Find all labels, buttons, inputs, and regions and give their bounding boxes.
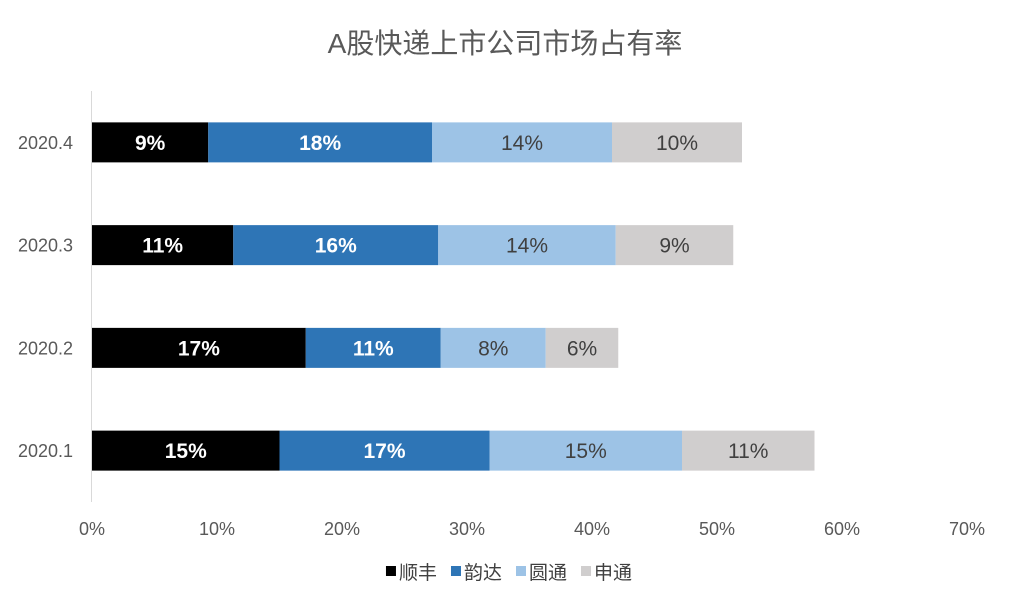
x-tick-label: 70% xyxy=(949,519,985,539)
x-tick-label: 40% xyxy=(574,519,610,539)
legend-swatch xyxy=(581,566,592,576)
bar-segment-series1-2020-1 xyxy=(92,430,280,471)
y-axis-category-labels: 2020.4 2020.3 2020.2 2020.1 xyxy=(18,133,73,461)
x-tick-label: 60% xyxy=(824,519,860,539)
legend-label: 韵达 xyxy=(464,562,502,584)
bar-segment-series4-2020-3 xyxy=(615,225,734,266)
category-label-2020-4: 2020.4 xyxy=(18,133,73,153)
data-label-series2-2020-4: 18% xyxy=(299,132,341,155)
data-label-series1-2020-3: 11% xyxy=(142,235,183,258)
x-tick-label: 10% xyxy=(199,519,235,539)
bar-segment-series3-2020-1 xyxy=(489,430,682,471)
data-label-series2-2020-3: 16% xyxy=(315,235,357,258)
legend-item-series2: 韵达 xyxy=(450,562,502,584)
chart-title: A股快递上市公司市场占有率 xyxy=(328,28,683,59)
bar-segment-series4-2020-2 xyxy=(545,327,619,368)
data-label-series2-2020-1: 17% xyxy=(363,440,405,463)
data-label-series3-2020-3: 14% xyxy=(506,235,548,258)
x-tick-label: 50% xyxy=(699,519,735,539)
legend-swatch xyxy=(450,566,461,576)
legend-label: 圆通 xyxy=(529,562,567,584)
legend-swatch xyxy=(385,566,396,576)
bar-segment-series4-2020-1 xyxy=(682,430,815,471)
data-label-series3-2020-2: 8% xyxy=(478,337,508,360)
bars-group xyxy=(92,122,815,471)
category-label-2020-2: 2020.2 xyxy=(18,338,73,358)
x-axis-tick-labels: 0% 10% 20% 30% 40% 50% 60% 70% xyxy=(79,519,985,539)
data-label-series4-2020-4: 10% xyxy=(656,132,698,155)
legend-item-series1: 顺丰 xyxy=(385,562,437,584)
bar-segment-series2-2020-1 xyxy=(279,430,490,471)
legend-swatch xyxy=(516,566,526,576)
bar-segment-series3-2020-3 xyxy=(438,225,616,266)
bar-segment-series3-2020-4 xyxy=(432,122,612,163)
x-tick-label: 20% xyxy=(324,519,360,539)
data-label-series1-2020-2: 17% xyxy=(178,337,220,360)
bar-segment-series4-2020-4 xyxy=(612,122,742,163)
bar-segment-series1-2020-2 xyxy=(92,327,306,368)
data-label-series2-2020-2: 11% xyxy=(353,337,394,360)
data-label-series1-2020-4: 9% xyxy=(135,132,166,155)
bar-segment-series2-2020-3 xyxy=(233,225,439,266)
legend-item-series3: 圆通 xyxy=(516,562,567,584)
data-label-series3-2020-1: 15% xyxy=(565,440,607,463)
category-label-2020-3: 2020.3 xyxy=(18,236,73,256)
bar-segment-series2-2020-2 xyxy=(305,327,441,368)
data-label-series4-2020-3: 9% xyxy=(659,235,689,258)
data-label-series4-2020-1: 11% xyxy=(728,440,768,463)
legend-item-series4: 申通 xyxy=(581,562,632,584)
data-label-series1-2020-1: 15% xyxy=(165,440,207,463)
bar-segment-series3-2020-2 xyxy=(440,327,546,368)
legend: 顺丰 韵达 圆通 申通 xyxy=(385,562,632,584)
data-label-series4-2020-2: 6% xyxy=(567,337,597,360)
data-label-series3-2020-4: 14% xyxy=(501,132,543,155)
legend-label: 顺丰 xyxy=(399,562,437,584)
x-tick-label: 30% xyxy=(449,519,485,539)
bar-segment-series1-2020-4 xyxy=(92,122,209,163)
x-tick-label: 0% xyxy=(79,519,105,539)
category-label-2020-1: 2020.1 xyxy=(18,441,73,461)
legend-label: 申通 xyxy=(594,562,632,584)
data-labels-group: 9% 18% 14% 10% 11% 16% 14% 9% 17% 11% 8% 6% 15% 17% 15… xyxy=(135,132,769,463)
bar-segment-series2-2020-4 xyxy=(208,122,432,163)
bar-segment-series1-2020-3 xyxy=(92,225,234,266)
